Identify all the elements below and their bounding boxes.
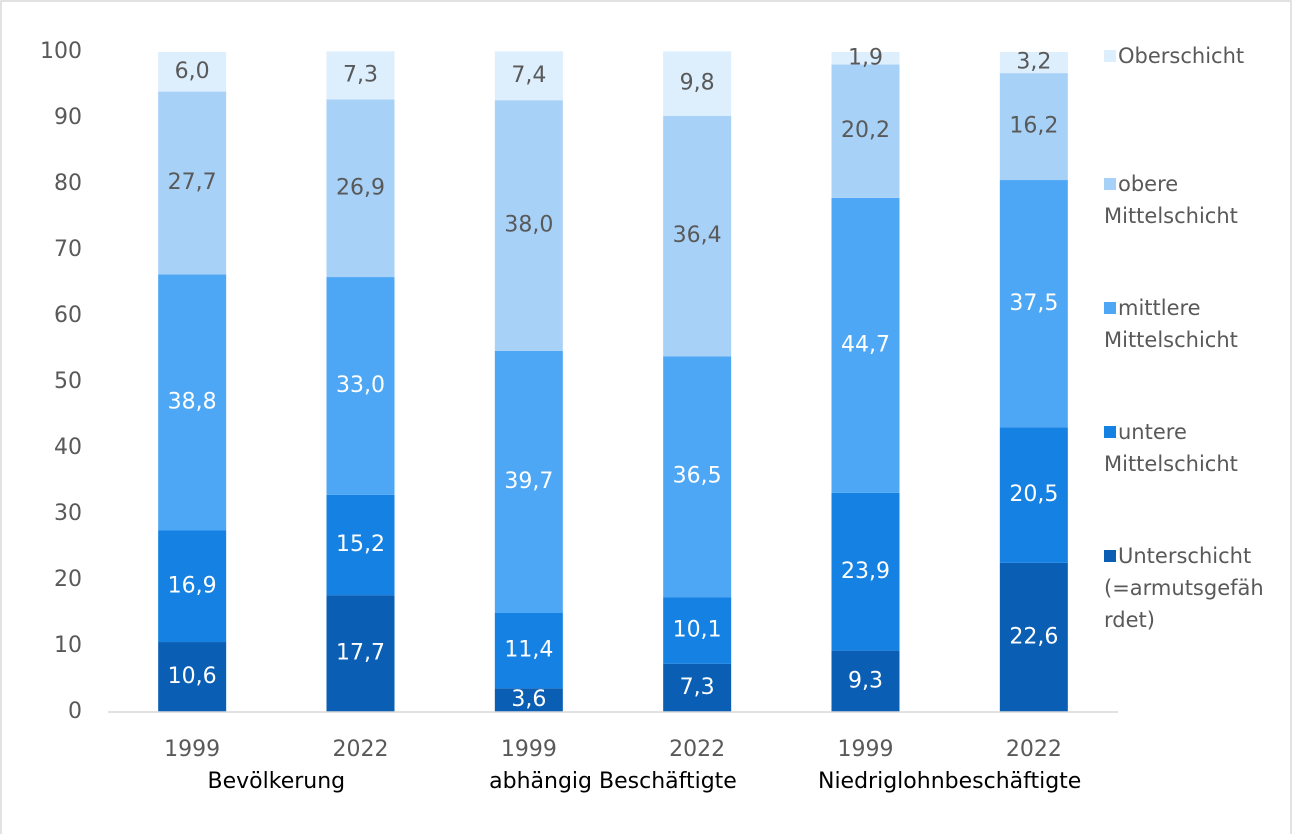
legend-swatch <box>1104 550 1116 562</box>
value-label: 36,5 <box>673 464 722 489</box>
value-label: 1,9 <box>848 45 883 70</box>
bar-segment <box>494 350 563 613</box>
y-tick-label: 50 <box>54 369 82 394</box>
y-tick-label: 30 <box>54 501 82 526</box>
legend-entry: Unterschicht (=armutsgefährdet) <box>1104 540 1272 636</box>
legend-entry: obere Mittelschicht <box>1104 168 1272 232</box>
bar-segment <box>494 51 563 101</box>
x-tick-label: 2022 <box>1006 737 1062 762</box>
y-tick-label: 90 <box>54 105 82 130</box>
bar-segment <box>831 64 900 198</box>
value-label: 16,2 <box>1009 114 1058 139</box>
legend-entry: Oberschicht <box>1104 40 1272 72</box>
group-label: Bevölkerung <box>208 769 346 794</box>
bar-segment <box>663 597 732 664</box>
bar-segment <box>158 274 227 531</box>
bar-segment <box>326 277 395 495</box>
legend-swatch <box>1104 50 1116 62</box>
legend-label: obere Mittelschicht <box>1104 172 1238 228</box>
legend-label: Oberschicht <box>1118 44 1245 68</box>
value-label: 22,6 <box>1009 624 1058 649</box>
bar-segment <box>326 99 395 278</box>
x-tick-label: 2022 <box>333 737 389 762</box>
x-tick-label: 1999 <box>501 737 557 762</box>
value-label: 26,9 <box>336 175 385 200</box>
legend-swatch <box>1104 178 1116 190</box>
value-label: 17,7 <box>336 641 385 666</box>
bar-segment <box>158 642 227 712</box>
value-label: 27,7 <box>168 170 217 195</box>
value-label: 3,6 <box>511 687 546 712</box>
bar-segment <box>494 100 563 351</box>
group-label: Niedriglohnbeschäftigte <box>818 769 1081 794</box>
value-label: 10,6 <box>168 664 217 689</box>
x-tick-label: 2022 <box>669 737 725 762</box>
legend-entry: untere Mittelschicht <box>1104 416 1272 480</box>
y-tick-label: 80 <box>54 171 82 196</box>
value-label: 9,8 <box>680 71 715 96</box>
legend-swatch <box>1104 426 1116 438</box>
bar-segment <box>326 595 395 712</box>
value-label: 15,2 <box>336 532 385 557</box>
value-label: 38,0 <box>504 213 553 238</box>
legend-swatch <box>1104 302 1116 314</box>
bar-segment <box>326 494 395 596</box>
bar-segment <box>158 91 227 275</box>
legend-label: Unterschicht (=armutsgefährdet) <box>1104 544 1264 632</box>
value-label: 39,7 <box>504 469 553 494</box>
value-label: 36,4 <box>673 223 722 248</box>
group-label: abhängig Beschäftigte <box>489 769 737 794</box>
legend-label: untere Mittelschicht <box>1104 420 1238 476</box>
bar-segment <box>663 51 732 117</box>
value-label: 20,5 <box>1009 482 1058 507</box>
bar-segment <box>326 51 395 100</box>
value-label: 44,7 <box>841 332 890 357</box>
bar-segment <box>158 530 227 643</box>
bar-segment <box>663 663 732 712</box>
value-label: 3,2 <box>1016 50 1051 75</box>
bar-segment <box>999 180 1068 428</box>
value-label: 11,4 <box>504 638 553 663</box>
value-label: 37,5 <box>1009 291 1058 316</box>
legend-label: mittlere Mittelschicht <box>1104 296 1238 352</box>
bar-segment <box>831 52 900 65</box>
bar-segment <box>158 52 227 92</box>
value-label: 6,0 <box>175 59 210 84</box>
bar-segment <box>663 356 732 598</box>
y-tick-label: 10 <box>54 633 82 658</box>
y-tick-label: 70 <box>54 237 82 262</box>
x-tick-label: 1999 <box>164 737 220 762</box>
y-tick-label: 60 <box>54 303 82 328</box>
value-label: 23,9 <box>841 559 890 584</box>
bar-segment <box>494 613 563 689</box>
value-label: 9,3 <box>848 668 883 693</box>
y-tick-label: 0 <box>68 699 82 724</box>
bar-segment <box>999 562 1068 712</box>
legend-entry: mittlere Mittelschicht <box>1104 292 1272 356</box>
bar-segment <box>999 52 1068 74</box>
y-tick-label: 100 <box>40 39 82 64</box>
value-label: 33,0 <box>336 373 385 398</box>
value-label: 20,2 <box>841 118 890 143</box>
value-label: 7,4 <box>511 63 546 88</box>
bar-segment <box>663 116 732 357</box>
bar-segment <box>999 73 1068 181</box>
bar-segment <box>999 427 1068 563</box>
y-tick-label: 20 <box>54 567 82 592</box>
bar-segment <box>831 650 900 712</box>
value-label: 7,3 <box>343 62 378 87</box>
bar-segment <box>494 688 563 712</box>
value-label: 38,8 <box>168 389 217 414</box>
bar-segment <box>831 492 900 651</box>
bar-segment <box>831 197 900 493</box>
value-label: 10,1 <box>673 617 722 642</box>
y-tick-label: 40 <box>54 435 82 460</box>
x-tick-label: 1999 <box>838 737 894 762</box>
value-label: 7,3 <box>680 675 715 700</box>
value-label: 16,9 <box>168 573 217 598</box>
